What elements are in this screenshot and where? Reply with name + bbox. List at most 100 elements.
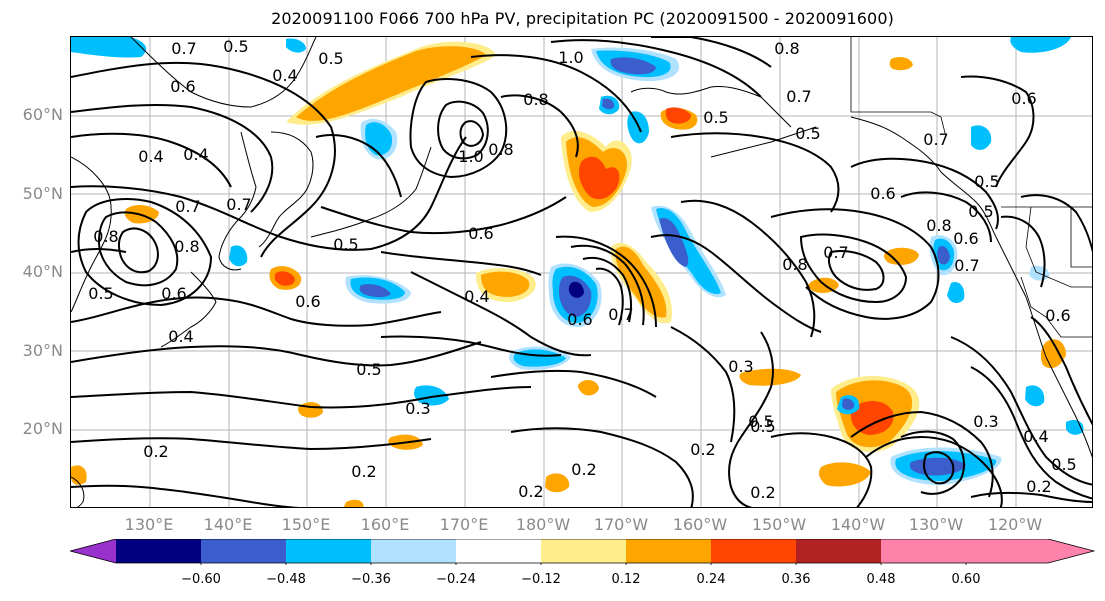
contour-label: 0.8: [782, 255, 807, 274]
contour-label: 0.2: [143, 442, 168, 461]
colorbar-tick: −0.36: [351, 572, 391, 587]
lon-label: 120°W: [987, 515, 1043, 534]
contour-label: 0.7: [923, 130, 948, 149]
contour-label: 0.5: [750, 417, 775, 436]
map-canvas: 0.8 0.7 0.5 0.4 0.5 1.0 0.8 0.7 0.6 0.8 …: [71, 37, 1092, 507]
contour-label: 0.5: [356, 360, 381, 379]
colorbar-tick: −0.24: [436, 572, 476, 587]
colorbar-tick: −0.48: [266, 572, 306, 587]
colorbar-tick: 0.60: [951, 572, 981, 587]
contour-label: 1.0: [558, 48, 583, 67]
contour-label: 0.5: [333, 235, 358, 254]
lat-label: 20°N: [22, 419, 63, 438]
colorbar-tick: 0.24: [696, 572, 726, 587]
lon-label: 130°W: [908, 515, 964, 534]
contour-label: 0.8: [488, 140, 513, 159]
contour-label: 0.7: [175, 197, 200, 216]
colorbar-extend-high: [1048, 539, 1094, 563]
contour-label: 0.8: [523, 90, 548, 109]
lat-label: 60°N: [22, 105, 63, 124]
map-title: 2020091100 F066 700 hPa PV, precipitatio…: [271, 9, 894, 28]
contour-label: 0.7: [954, 256, 979, 275]
contour-label: 0.6: [1011, 89, 1036, 108]
colorbar-segment: [201, 539, 286, 563]
coastlines: [71, 37, 1092, 507]
colorbar-segment: [966, 539, 1048, 563]
colorbar-segment: [371, 539, 456, 563]
contour-label: 0.5: [968, 202, 993, 221]
lon-label: 140°E: [203, 515, 253, 534]
contour-label: 0.5: [974, 172, 999, 191]
contour-label: 0.6: [567, 310, 592, 329]
contour-label: 0.6: [161, 284, 186, 303]
contour-label: 0.6: [870, 184, 895, 203]
lat-label: 40°N: [22, 262, 63, 281]
lon-label: 130°E: [124, 515, 174, 534]
contour-label: 0.2: [1026, 477, 1051, 496]
colorbar-segment: [626, 539, 711, 563]
contour-label: 0.5: [88, 284, 113, 303]
colorbar-extend-low: [70, 539, 116, 563]
lon-label: 170°W: [593, 515, 649, 534]
contour-label: 0.6: [468, 224, 493, 243]
contour-label: 0.5: [795, 124, 820, 143]
lat-label: 30°N: [22, 341, 63, 360]
colorbar-tick: −0.60: [181, 572, 221, 587]
political-borders: [850, 37, 1092, 338]
contour-label: 0.5: [703, 108, 728, 127]
contour-label: 0.2: [571, 460, 596, 479]
contour-label: 0.2: [351, 462, 376, 481]
colorbar: [70, 539, 1095, 565]
contour-label: 0.6: [953, 229, 978, 248]
lon-label: 160°W: [672, 515, 728, 534]
colorbar-segment: [456, 539, 541, 563]
colorbar-segment: [541, 539, 626, 563]
lon-label: 170°E: [439, 515, 489, 534]
contour-label: 0.5: [748, 412, 773, 431]
contour-label: 0.7: [786, 87, 811, 106]
contour-label: 0.8: [774, 39, 799, 58]
pv-contours: [71, 37, 1092, 507]
contour-label: 0.2: [518, 482, 543, 501]
contour-label: 0.4: [464, 287, 489, 306]
precip-negative-areas: [71, 37, 1084, 485]
map-panel: 0.8 0.7 0.5 0.4 0.5 1.0 0.8 0.7 0.6 0.8 …: [70, 36, 1093, 508]
contour-label: 0.5: [223, 37, 248, 56]
contour-label: 0.6: [170, 77, 195, 96]
contour-label: 0.5: [318, 49, 343, 68]
precip-positive-areas: [71, 41, 1066, 507]
colorbar-tick: 0.12: [611, 572, 641, 587]
contour-label: 0.7: [608, 305, 633, 324]
colorbar-segment: [711, 539, 796, 563]
contour-label: 0.3: [405, 399, 430, 418]
contour-label: 0.7: [226, 195, 251, 214]
colorbar-segment: [796, 539, 881, 563]
lon-label: 140°W: [830, 515, 886, 534]
contour-label: 0.6: [1045, 306, 1070, 325]
colorbar-tick: −0.12: [521, 572, 561, 587]
contour-label: 0.4: [168, 327, 193, 346]
colorbar-tick: 0.36: [781, 572, 811, 587]
lon-label: 150°W: [751, 515, 807, 534]
contour-label: 0.4: [183, 145, 208, 164]
contour-label: 0.7: [823, 243, 848, 262]
contour-label: 0.8: [174, 237, 199, 256]
contour-label: 0.4: [1023, 427, 1048, 446]
contour-label: 0.4: [272, 66, 297, 85]
contour-label: 0.2: [690, 440, 715, 459]
contour-labels: 0.8 0.7 0.5 0.4 0.5 1.0 0.8 0.7 0.6 0.8 …: [88, 37, 1076, 502]
contour-label: 0.8: [926, 216, 951, 235]
lon-label: 160°E: [360, 515, 410, 534]
colorbar-tick: 0.48: [866, 572, 896, 587]
contour-label: 0.3: [973, 412, 998, 431]
contour-label: 0.6: [295, 292, 320, 311]
contour-label: 1.0: [458, 147, 483, 166]
lon-label: 150°E: [281, 515, 331, 534]
contour-label: 0.5: [1051, 455, 1076, 474]
colorbar-segment: [881, 539, 966, 563]
contour-label: 0.7: [171, 39, 196, 58]
contour-label: 0.2: [750, 483, 775, 502]
colorbar-segment: [116, 539, 201, 563]
colorbar-segment: [286, 539, 371, 563]
contour-label: 0.4: [138, 147, 163, 166]
